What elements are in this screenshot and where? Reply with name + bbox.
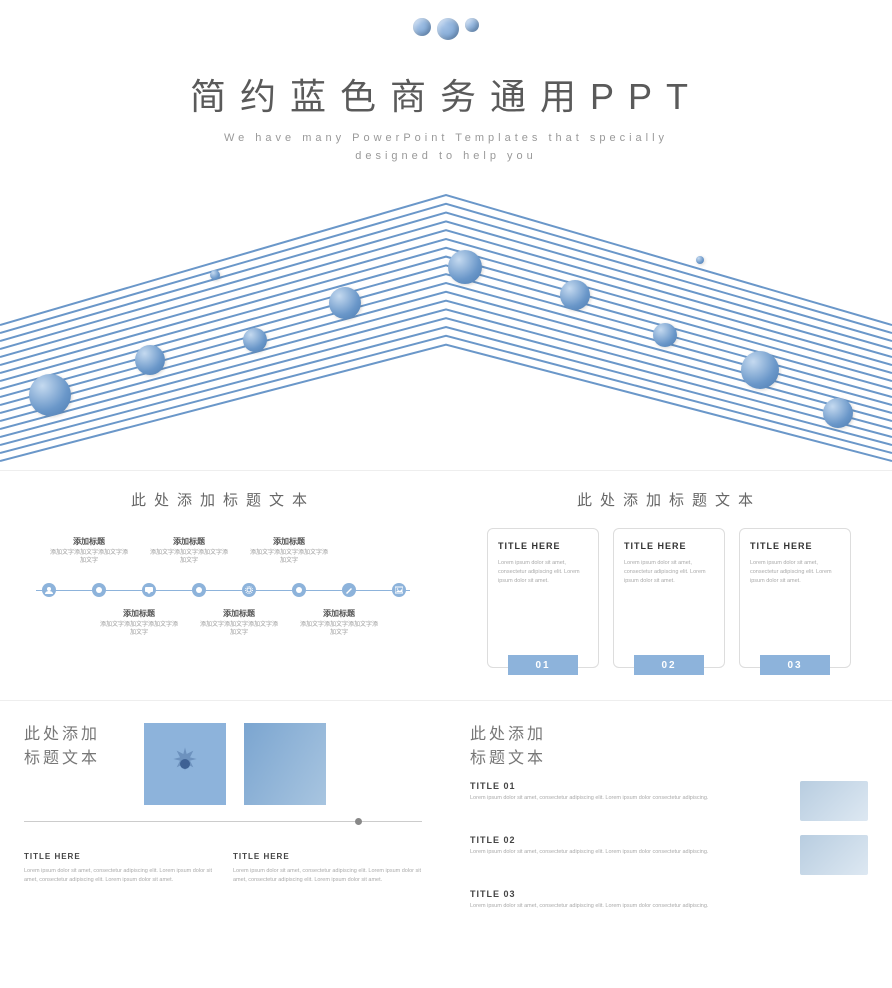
column: TITLE HERE Lorem ipsum dolor sit amet, co… (24, 842, 213, 886)
list-title: TITLE 03 (470, 889, 868, 899)
section-title: 此处添加标题文本 (22, 489, 424, 510)
sub-l1: We have many PowerPoint Templates that s… (0, 130, 892, 148)
card-desc: Lorem ipsum dolor sit amet, consectetur … (750, 559, 840, 585)
sub-l2: designed to help you (0, 148, 892, 166)
timeline: 添加标题添加文字添加文字添加文字添加文字添加标题添加文字添加文字添加文字添加文字… (22, 528, 424, 678)
col-title: TITLE HERE (233, 852, 422, 861)
timeline-item: 添加标题添加文字添加文字添加文字添加文字 (200, 608, 278, 638)
section-title: 此处添加标题文本 (468, 489, 870, 510)
bubble (413, 18, 431, 36)
tl-desc: 添加文字添加文字添加文字添加文字 (150, 549, 228, 566)
tl-title: 添加标题 (200, 608, 278, 619)
image-placeholder (800, 835, 868, 875)
tl-desc: 添加文字添加文字添加文字添加文字 (300, 621, 378, 638)
list-items: TITLE 01 Lorem ipsum dolor sit amet, cons… (470, 781, 868, 911)
card-number: 01 (508, 655, 578, 675)
list-slide: 此处添加 标题文本 TITLE 01 Lorem ipsum dolor sit … (446, 700, 892, 960)
tl-title: 添加标题 (250, 536, 328, 547)
col-desc: Lorem ipsum dolor sit amet, consectetur … (233, 867, 422, 886)
card-title: TITLE HERE (750, 541, 840, 551)
tl-title: 添加标题 (100, 608, 178, 619)
list-title: TITLE 02 (470, 835, 788, 845)
split-title-l1: 此处添加 (24, 723, 114, 747)
sphere (329, 287, 361, 319)
timeline-item: 添加标题添加文字添加文字添加文字添加文字 (100, 608, 178, 638)
timeline-node (92, 583, 106, 597)
card-group: TITLE HERE Lorem ipsum dolor sit amet, co… (468, 528, 870, 668)
two-columns: TITLE HERE Lorem ipsum dolor sit amet, co… (24, 842, 422, 886)
card-desc: Lorem ipsum dolor sit amet, consectetur … (624, 559, 714, 585)
split-title-l2: 标题文本 (24, 747, 114, 771)
two-col-slide: 此处添加 标题文本 TITLE HERE Lorem ipsum dolor si… (0, 700, 446, 960)
timeline-item: 添加标题添加文字添加文字添加文字添加文字 (300, 608, 378, 638)
tl-desc: 添加文字添加文字添加文字添加文字 (250, 549, 328, 566)
sphere (653, 323, 677, 347)
sphere (448, 250, 482, 284)
timeline-node (42, 583, 56, 597)
card-title: TITLE HERE (498, 541, 588, 551)
sphere (29, 374, 71, 416)
image-placeholder (244, 723, 326, 805)
list-title: TITLE 01 (470, 781, 788, 791)
card: TITLE HERE Lorem ipsum dolor sit amet, co… (613, 528, 725, 668)
tl-desc: 添加文字添加文字添加文字添加文字 (200, 621, 278, 638)
timeline-node (292, 583, 306, 597)
timeline-node (392, 583, 406, 597)
col-title: TITLE HERE (24, 852, 213, 861)
col-desc: Lorem ipsum dolor sit amet, consectetur … (24, 867, 213, 886)
list-row: TITLE 02 Lorem ipsum dolor sit amet, cons… (470, 835, 868, 875)
sphere (243, 328, 267, 352)
timeline-node (342, 583, 356, 597)
list-desc: Lorem ipsum dolor sit amet, consectetur … (470, 902, 868, 911)
column: TITLE HERE Lorem ipsum dolor sit amet, co… (233, 842, 422, 886)
cards-slide: 此处添加标题文本 TITLE HERE Lorem ipsum dolor sit… (446, 470, 892, 700)
card-title: TITLE HERE (624, 541, 714, 551)
card-number: 02 (634, 655, 704, 675)
tl-desc: 添加文字添加文字添加文字添加文字 (100, 621, 178, 638)
sphere (560, 280, 590, 310)
split-title-l2: 标题文本 (470, 747, 868, 771)
timeline-slide: 此处添加标题文本 添加标题添加文字添加文字添加文字添加文字添加标题添加文字添加文… (0, 470, 446, 700)
split-title-l1: 此处添加 (470, 723, 868, 747)
timeline-item: 添加标题添加文字添加文字添加文字添加文字 (150, 536, 228, 566)
list-desc: Lorem ipsum dolor sit amet, consectetur … (470, 848, 788, 857)
divider (24, 821, 422, 822)
timeline-node (192, 583, 206, 597)
timeline-node (142, 583, 156, 597)
timeline-item: 添加标题添加文字添加文字添加文字添加文字 (250, 536, 328, 566)
hero-slide: 简约蓝色商务通用PPT We have many PowerPoint Temp… (0, 0, 892, 470)
tl-desc: 添加文字添加文字添加文字添加文字 (50, 549, 128, 566)
tl-title: 添加标题 (150, 536, 228, 547)
bubble (465, 18, 479, 32)
sphere (210, 270, 220, 280)
image-placeholder (800, 781, 868, 821)
sphere (135, 345, 165, 375)
sphere (741, 351, 779, 389)
card-number: 03 (760, 655, 830, 675)
main-title: 简约蓝色商务通用PPT (0, 68, 892, 120)
tl-title: 添加标题 (300, 608, 378, 619)
geometric-pattern (0, 185, 892, 465)
sub-title: We have many PowerPoint Templates that s… (0, 130, 892, 165)
timeline-node (242, 583, 256, 597)
image-placeholder (144, 723, 226, 805)
bubble (437, 18, 459, 40)
list-desc: Lorem ipsum dolor sit amet, consectetur … (470, 794, 788, 803)
card: TITLE HERE Lorem ipsum dolor sit amet, co… (739, 528, 851, 668)
tl-title: 添加标题 (50, 536, 128, 547)
list-row: TITLE 01 Lorem ipsum dolor sit amet, cons… (470, 781, 868, 821)
top-bubbles (413, 18, 479, 40)
list-row: TITLE 03 Lorem ipsum dolor sit amet, cons… (470, 889, 868, 911)
timeline-item: 添加标题添加文字添加文字添加文字添加文字 (50, 536, 128, 566)
sphere (823, 398, 853, 428)
sphere (696, 256, 704, 264)
card-desc: Lorem ipsum dolor sit amet, consectetur … (498, 559, 588, 585)
card: TITLE HERE Lorem ipsum dolor sit amet, co… (487, 528, 599, 668)
